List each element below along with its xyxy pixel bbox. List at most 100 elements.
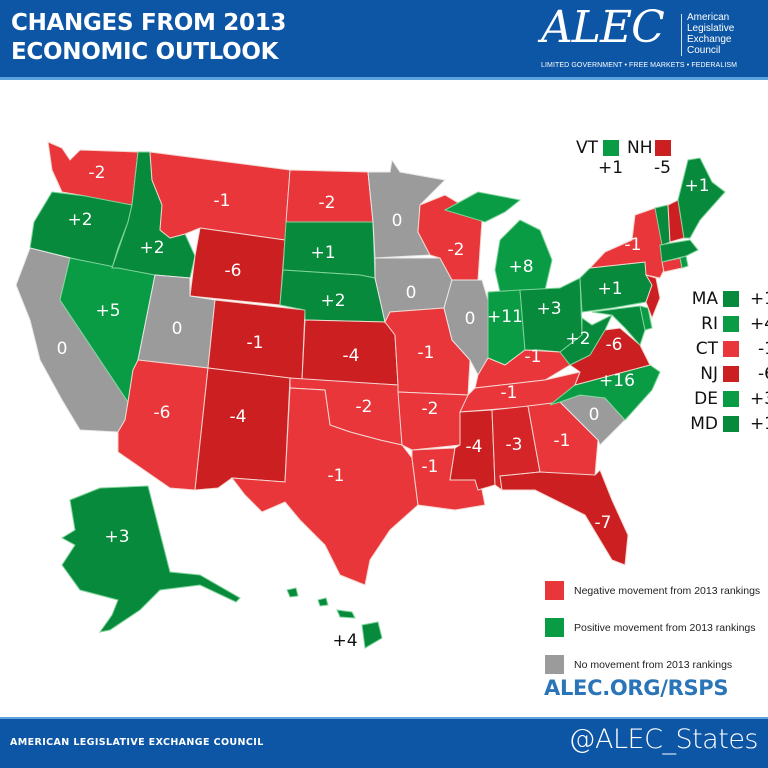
value-ia: 0: [406, 283, 417, 303]
logo-name-line: Exchange: [687, 34, 732, 45]
value-or: +2: [67, 210, 92, 230]
value-ok: -2: [356, 397, 373, 417]
value-in: +11: [487, 307, 523, 327]
value-wa: -2: [89, 163, 106, 183]
value-il: 0: [465, 309, 476, 329]
small-state-value: +4: [749, 314, 768, 334]
value-al: -3: [506, 435, 523, 455]
small-state-row-ri: RI +4: [672, 313, 768, 335]
logo-name: American Legislative Exchange Council: [687, 12, 734, 56]
logo-name-line: Legislative: [687, 23, 735, 34]
value-co: -1: [247, 333, 264, 353]
value-va: -6: [606, 335, 623, 355]
small-state-row-md: MD +1: [672, 413, 768, 435]
small-state-value: -6: [758, 364, 768, 384]
map-svg: -2 +2 0 +5 +2 -1 -6 0 -1 -6 -4 -2 +1 +2 …: [15, 141, 726, 651]
small-state-row-nj: NJ -6: [672, 363, 768, 385]
value-tx: -1: [328, 466, 345, 486]
state-mi[interactable]: [443, 191, 553, 293]
state-ma[interactable]: [659, 239, 699, 263]
small-state-row-ct: CT -1: [672, 338, 768, 360]
legend-item-negative: Negative movement from 2013 rankings: [545, 572, 765, 609]
legend-item-no-change: No movement from 2013 rankings: [545, 646, 765, 683]
legend-label: Negative movement from 2013 rankings: [574, 584, 761, 597]
small-state-value: -1: [758, 339, 768, 359]
positive-swatch: [723, 316, 739, 332]
state-tx[interactable]: [230, 387, 419, 586]
legend-label: Positive movement from 2013 rankings: [574, 621, 756, 634]
logo-mark: ALEC: [541, 2, 665, 53]
page-title: CHANGES FROM 2013 ECONOMIC OUTLOOK: [11, 9, 286, 67]
state-az[interactable]: [117, 359, 209, 491]
negative-swatch: [723, 366, 739, 382]
negative-swatch: [545, 581, 564, 600]
value-sd: +1: [310, 243, 335, 263]
state-hi[interactable]: [286, 587, 383, 649]
value-mo: -1: [418, 343, 435, 363]
small-state-value: +1: [749, 414, 768, 434]
color-legend: Negative movement from 2013 rankings Pos…: [545, 572, 765, 683]
legend-label: No movement from 2013 rankings: [574, 658, 733, 671]
title-line-1: CHANGES FROM 2013: [11, 10, 287, 36]
small-state-abbr: RI: [701, 314, 718, 334]
state-de[interactable]: [639, 305, 653, 331]
state-nm[interactable]: [194, 367, 291, 491]
value-ms: -4: [466, 437, 483, 457]
value-az: -6: [154, 403, 171, 423]
state-nj[interactable]: [644, 274, 661, 320]
value-ut: 0: [172, 319, 183, 339]
state-ri[interactable]: [679, 255, 689, 269]
logo-name-line: American: [687, 12, 730, 23]
value-ga: -1: [554, 431, 571, 451]
value-nv: +5: [95, 301, 120, 321]
value-mn: 0: [392, 211, 403, 231]
logo-divider: [681, 14, 682, 56]
callout-abbr: VT: [576, 138, 599, 158]
header-banner: CHANGES FROM 2013 ECONOMIC OUTLOOK ALEC …: [0, 0, 768, 80]
state-or[interactable]: [29, 191, 133, 269]
small-state-value: +3: [749, 389, 768, 409]
footer-banner: AMERICAN LEGISLATIVE EXCHANGE COUNCIL @A…: [0, 717, 768, 768]
negative-swatch: [723, 341, 739, 357]
value-ca: 0: [57, 339, 68, 359]
callout-abbr: NH: [627, 138, 653, 158]
small-state-row-de: DE +3: [672, 388, 768, 410]
logo-tagline: LIMITED GOVERNMENT • FREE MARKETS • FEDE…: [541, 62, 738, 69]
state-fl[interactable]: [499, 469, 629, 566]
us-map: -2 +2 0 +5 +2 -1 -6 0 -1 -6 -4 -2 +1 +2 …: [0, 83, 768, 713]
value-nc: +16: [599, 371, 635, 391]
small-state-abbr: CT: [695, 339, 718, 359]
value-ks: -4: [343, 346, 360, 366]
legend-item-positive: Positive movement from 2013 rankings: [545, 609, 765, 646]
twitter-handle[interactable]: @ALEC_States: [568, 724, 759, 755]
logo-name-line: Council: [687, 45, 721, 56]
value-nd: -2: [319, 193, 336, 213]
positive-swatch: [723, 391, 739, 407]
value-fl: -7: [595, 513, 612, 533]
site-link[interactable]: ALEC.ORG/RSPS: [544, 676, 729, 700]
positive-swatch: [723, 291, 739, 307]
title-line-2: ECONOMIC OUTLOOK: [11, 39, 279, 65]
no-change-swatch: [545, 655, 564, 674]
small-state-value: +1: [749, 289, 768, 309]
state-ak[interactable]: [60, 485, 241, 633]
callout-nh: NH: [627, 138, 671, 158]
state-ar[interactable]: [397, 391, 469, 451]
small-state-abbr: NJ: [700, 364, 718, 384]
state-wy[interactable]: [189, 227, 286, 306]
value-mt: -1: [214, 191, 231, 211]
callout-vt: VT: [576, 138, 620, 158]
state-mo[interactable]: [384, 307, 471, 396]
positive-swatch: [545, 618, 564, 637]
value-id: +2: [139, 238, 164, 258]
state-me[interactable]: [677, 157, 726, 239]
small-state-abbr: DE: [694, 389, 718, 409]
value-me: +1: [684, 176, 709, 196]
value-oh: +3: [536, 299, 561, 319]
value-ne: +2: [320, 291, 345, 311]
value-pa: +1: [597, 279, 622, 299]
value-ny: -1: [625, 235, 642, 255]
small-state-row-ma: MA +1: [672, 288, 768, 310]
callout-value: +1: [598, 158, 624, 178]
positive-swatch: [603, 140, 620, 156]
